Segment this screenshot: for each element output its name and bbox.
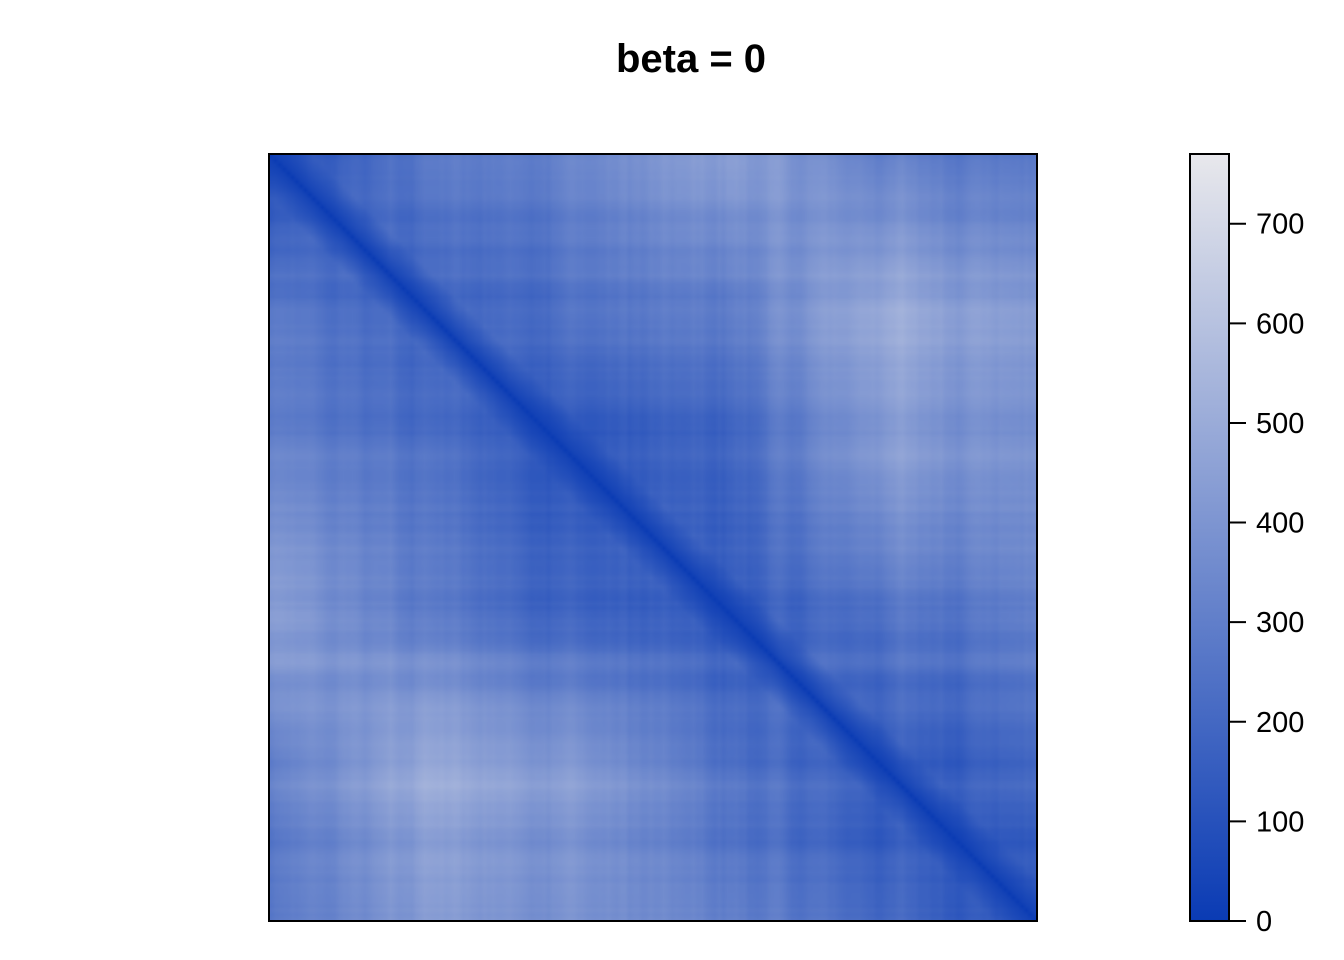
colorbar-axis: 0 100 200 300 400 500 600 700 xyxy=(1229,209,1304,938)
chart-title: beta = 0 xyxy=(616,37,766,81)
plot-border xyxy=(268,153,1038,922)
colorbar-tick-label: 500 xyxy=(1256,408,1304,440)
colorbar-tick-label: 300 xyxy=(1256,607,1304,639)
heatmap-plot-area xyxy=(268,153,1038,922)
colorbar-tick-label: 200 xyxy=(1256,707,1304,739)
colorbar-tick-label: 600 xyxy=(1256,308,1304,340)
heatmap-cells xyxy=(269,154,1037,921)
colorbar: 0 100 200 300 400 500 600 700 xyxy=(1189,153,1304,938)
colorbar-tick-label: 700 xyxy=(1256,209,1304,241)
colorbar-tick-label: 0 xyxy=(1256,906,1272,938)
colorbar-tick-label: 400 xyxy=(1256,508,1304,540)
colorbar-gradient xyxy=(1189,153,1230,922)
colorbar-tick-label: 100 xyxy=(1256,806,1304,838)
